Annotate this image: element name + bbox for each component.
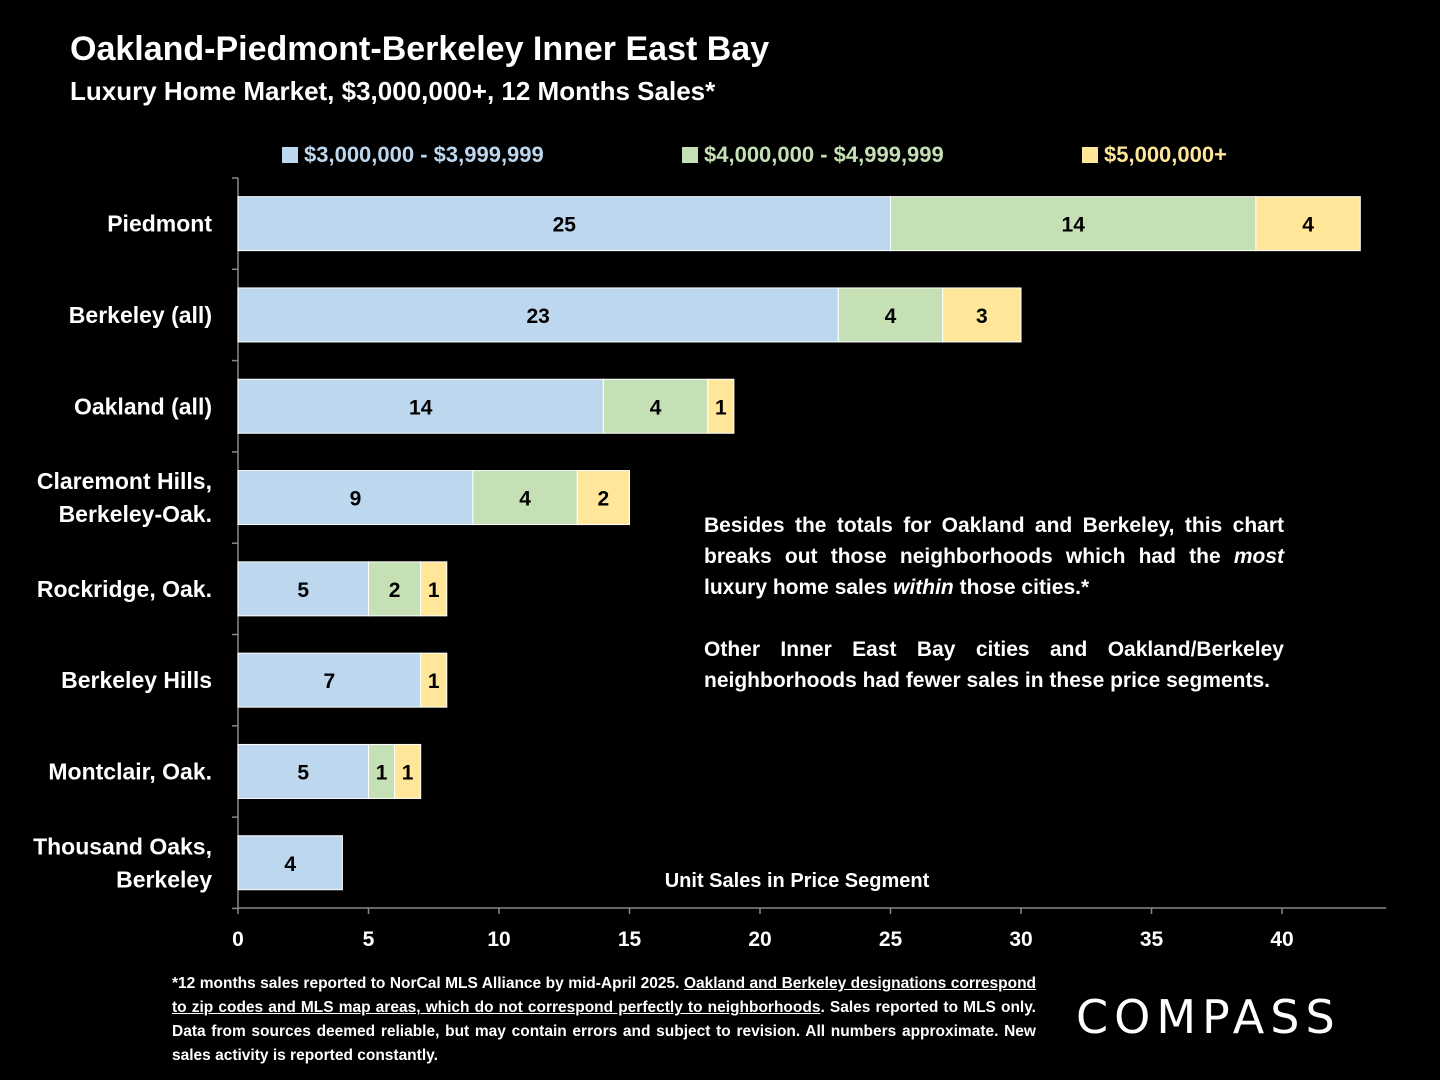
bar-data-label: 14 xyxy=(409,396,433,419)
x-tick-label: 0 xyxy=(232,928,244,951)
x-tick-label: 35 xyxy=(1140,928,1164,951)
bar-segment xyxy=(1255,196,1361,252)
category-label: Berkeley (all) xyxy=(69,302,212,328)
bar-data-label: 5 xyxy=(297,579,309,602)
bar-data-label: 1 xyxy=(428,579,440,602)
x-tick-label: 15 xyxy=(618,928,642,951)
chart-title: Oakland-Piedmont-Berkeley Inner East Bay xyxy=(70,30,770,68)
bar-data-label: 2 xyxy=(389,579,401,602)
bar-data-label: 4 xyxy=(885,305,897,328)
category-label: Oakland (all) xyxy=(74,393,212,419)
x-tick-label: 10 xyxy=(487,928,510,951)
bar-data-label: 1 xyxy=(376,761,388,784)
bar-data-label: 9 xyxy=(350,488,362,511)
annotation-paragraph-1: Besides the totals for Oakland and Berke… xyxy=(704,510,1284,603)
bar-data-label: 1 xyxy=(402,761,414,784)
bar-segment xyxy=(237,652,422,708)
bar-segment xyxy=(368,561,422,617)
bar-segment xyxy=(420,561,448,617)
bar-segment xyxy=(420,652,448,708)
x-tick-label: 30 xyxy=(1009,928,1032,951)
bar-segment xyxy=(707,378,735,434)
footnote-underlined: Oakland and Berkeley designations corres… xyxy=(172,975,1037,1016)
legend-swatch-tier2 xyxy=(682,147,698,163)
bar-data-label: 2 xyxy=(598,488,610,511)
bar-segment xyxy=(237,378,604,434)
bar-data-label: 4 xyxy=(1302,214,1314,237)
annotation-emphasis-most: most xyxy=(1233,545,1284,568)
bar-data-label: 3 xyxy=(976,305,988,328)
bar-data-label: 5 xyxy=(297,761,309,784)
legend-label-tier1: $3,000,000 - $3,999,999 xyxy=(304,142,544,167)
footnote: *12 months sales reported to NorCal MLS … xyxy=(172,972,1036,1068)
annotation-emphasis-within: within xyxy=(893,576,954,599)
bar-segment xyxy=(472,470,578,526)
footnote-text-2: . Sales reported to MLS only. Data from … xyxy=(172,999,1036,1064)
bar-segment xyxy=(576,470,630,526)
bar-data-label: 14 xyxy=(1062,214,1086,237)
bar-segment xyxy=(890,196,1257,252)
bar-data-label: 23 xyxy=(526,305,549,328)
bar-segment xyxy=(837,287,944,343)
legend-label-tier3: $5,000,000+ xyxy=(1104,142,1227,167)
legend-item-tier3: $5,000,000+ xyxy=(1082,142,1227,168)
bar-segment xyxy=(237,835,343,891)
category-label: Berkeley Hills xyxy=(61,667,212,693)
annotation-text-b: luxury home sales xyxy=(704,576,894,599)
compass-logo: COMPASS xyxy=(1076,990,1341,1044)
x-tick-label: 25 xyxy=(879,928,903,951)
category-label: Berkeley-Oak. xyxy=(59,501,212,527)
category-label: Montclair, Oak. xyxy=(48,758,212,784)
annotation-text-a: Besides the totals for Oakland and Berke… xyxy=(704,514,1284,568)
category-label: Thousand Oaks, xyxy=(33,833,212,859)
bar-data-label: 4 xyxy=(650,396,662,419)
annotation-text-c: those cities.* xyxy=(953,576,1090,599)
chart-annotation: Besides the totals for Oakland and Berke… xyxy=(704,510,1284,727)
bar-segment xyxy=(237,196,891,252)
bar-segment xyxy=(237,743,369,799)
bar-segment xyxy=(368,743,396,799)
bar-data-label: 1 xyxy=(715,396,727,419)
x-tick-label: 5 xyxy=(363,928,375,951)
annotation-paragraph-2: Other Inner East Bay cities and Oakland/… xyxy=(704,638,1284,692)
x-tick-label: 40 xyxy=(1270,928,1293,951)
category-label: Claremont Hills, xyxy=(37,468,212,494)
bar-segment xyxy=(394,743,422,799)
bar-segment xyxy=(237,287,839,343)
bar-segment xyxy=(237,470,474,526)
bar-data-label: 7 xyxy=(324,670,336,693)
bar-data-label: 4 xyxy=(519,488,531,511)
legend-swatch-tier3 xyxy=(1082,147,1098,163)
bar-data-label: 4 xyxy=(284,853,296,876)
bar-data-label: 25 xyxy=(553,214,577,237)
legend-label-tier2: $4,000,000 - $4,999,999 xyxy=(704,142,944,167)
legend-item-tier2: $4,000,000 - $4,999,999 xyxy=(682,142,944,168)
x-tick-label: 20 xyxy=(748,928,771,951)
legend-item-tier1: $3,000,000 - $3,999,999 xyxy=(282,142,544,168)
legend-swatch-tier1 xyxy=(282,147,298,163)
footnote-text-1: *12 months sales reported to NorCal MLS … xyxy=(172,975,684,992)
category-label: Berkeley xyxy=(116,866,212,892)
category-label: Piedmont xyxy=(107,211,212,237)
bar-segment xyxy=(602,378,709,434)
category-label: Rockridge, Oak. xyxy=(37,576,212,602)
chart-subtitle: Luxury Home Market, $3,000,000+, 12 Mont… xyxy=(70,76,716,106)
chart-legend: $3,000,000 - $3,999,999 $4,000,000 - $4,… xyxy=(0,142,1440,174)
bar-segment xyxy=(237,561,369,617)
x-axis-title: Unit Sales in Price Segment xyxy=(665,870,930,892)
bar-data-label: 1 xyxy=(428,670,440,693)
bar-segment xyxy=(942,287,1022,343)
